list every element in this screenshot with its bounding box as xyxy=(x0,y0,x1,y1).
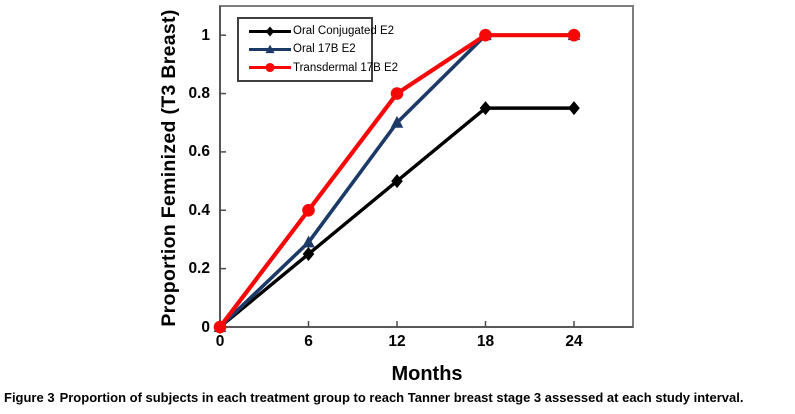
legend-label: Oral 17B E2 xyxy=(293,43,356,56)
legend-item-oral-conjugated-e2: Oral Conjugated E2 xyxy=(247,25,394,38)
y-tick-label: 0.6 xyxy=(188,143,210,161)
y-tick-label: 0.8 xyxy=(188,85,210,103)
x-tick-label: 0 xyxy=(215,333,225,350)
legend-item-oral-17b-e2: Oral 17B E2 xyxy=(247,43,369,56)
figure-caption: Figure 3 Proportion of subjects in each t… xyxy=(4,390,792,405)
x-tick-label: 6 xyxy=(304,333,313,350)
legend-item-transdermal-17b-e2: Transdermal 17B E2 xyxy=(247,61,398,74)
y-tick-label: 0.2 xyxy=(188,260,210,278)
legend-label: Oral Conjugated E2 xyxy=(293,25,395,38)
x-tick-label: 12 xyxy=(388,333,406,350)
x-axis-title: Months xyxy=(391,363,463,385)
y-tick-label: 0.4 xyxy=(188,201,210,219)
figure-caption-text: Proportion of subjects in each treatment… xyxy=(59,390,744,405)
legend-label: Transdermal 17B E2 xyxy=(293,61,399,74)
legend-sample-triangle-icon xyxy=(249,44,291,54)
x-tick-label: 24 xyxy=(565,333,583,350)
y-tick-label: 1 xyxy=(201,26,210,44)
legend-sample-circle-icon xyxy=(249,63,291,73)
y-tick-label: 0 xyxy=(201,318,210,336)
figure-caption-label: Figure 3 xyxy=(4,390,55,405)
legend-sample-diamond-icon xyxy=(249,26,291,37)
x-tick-label: 18 xyxy=(476,333,495,350)
legend: Oral Conjugated E2 Oral 17B E2 Transderm… xyxy=(237,17,398,82)
y-axis-title: Proportion Feminized (T3 Breast) xyxy=(158,9,180,327)
